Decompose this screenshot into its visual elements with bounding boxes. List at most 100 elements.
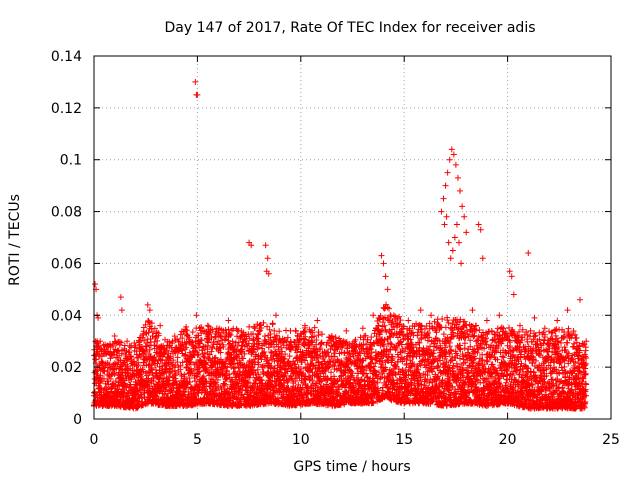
data-point — [269, 321, 276, 328]
data-point — [140, 368, 147, 375]
data-point — [189, 339, 196, 346]
data-point — [171, 372, 178, 379]
data-point — [211, 380, 218, 387]
data-point — [142, 321, 149, 328]
data-point — [245, 379, 252, 386]
data-point — [182, 341, 189, 348]
data-point — [152, 366, 159, 373]
data-point — [112, 378, 119, 385]
data-point — [195, 369, 202, 376]
data-point — [212, 354, 219, 361]
data-point — [170, 385, 177, 392]
data-point — [183, 323, 190, 330]
data-point — [201, 349, 208, 356]
data-point — [198, 337, 205, 344]
data-point — [110, 370, 117, 377]
data-point — [245, 340, 252, 347]
data-point — [152, 393, 159, 400]
data-point — [209, 326, 216, 333]
data-point — [126, 349, 133, 356]
data-point — [190, 367, 197, 374]
data-point — [213, 387, 220, 394]
data-point — [224, 375, 231, 382]
data-point — [146, 346, 153, 353]
data-point — [434, 364, 441, 371]
data-point — [208, 348, 215, 355]
data-point — [107, 375, 114, 382]
data-point — [97, 372, 104, 379]
data-point — [146, 383, 153, 390]
data-point — [210, 339, 217, 346]
data-point — [248, 390, 255, 397]
data-point — [193, 349, 200, 356]
data-point — [121, 342, 128, 349]
data-point — [197, 357, 204, 364]
data-point — [186, 359, 193, 366]
data-point — [117, 363, 124, 370]
data-points — [90, 78, 590, 412]
data-point — [168, 368, 175, 375]
data-point — [107, 344, 114, 351]
data-point — [151, 325, 158, 332]
data-point — [200, 373, 207, 380]
data-point — [241, 350, 248, 357]
data-point — [226, 331, 233, 338]
data-point — [152, 334, 159, 341]
data-point — [179, 359, 186, 366]
data-point — [196, 368, 203, 375]
data-point — [150, 375, 157, 382]
data-point — [177, 362, 184, 369]
data-point — [170, 357, 177, 364]
data-point — [177, 331, 184, 338]
grid — [94, 56, 611, 419]
data-point — [202, 359, 209, 366]
data-point — [167, 353, 174, 360]
data-point — [115, 347, 122, 354]
data-point — [141, 337, 148, 344]
data-point — [214, 341, 221, 348]
data-point — [122, 382, 129, 389]
data-point — [235, 380, 242, 387]
data-point — [470, 333, 477, 340]
data-point — [123, 383, 130, 390]
data-point — [244, 379, 251, 386]
data-point — [124, 370, 131, 377]
data-point — [197, 340, 204, 347]
data-point — [196, 344, 203, 351]
data-point — [118, 339, 125, 346]
data-point — [111, 371, 118, 378]
data-point — [140, 347, 147, 354]
data-point — [498, 324, 505, 331]
data-point — [100, 375, 107, 382]
data-point — [144, 379, 151, 386]
data-point — [221, 380, 228, 387]
data-point — [209, 362, 216, 369]
data-point — [135, 403, 142, 410]
data-point — [132, 342, 139, 349]
data-point — [145, 318, 152, 325]
data-point — [187, 358, 194, 365]
data-point — [217, 333, 224, 340]
data-point — [154, 337, 161, 344]
data-point — [189, 329, 196, 336]
data-point — [221, 381, 228, 388]
data-point — [229, 378, 236, 385]
data-point — [155, 332, 162, 339]
data-point — [199, 374, 206, 381]
data-point — [203, 366, 210, 373]
data-point — [131, 367, 138, 374]
data-point — [110, 342, 117, 349]
data-point — [439, 315, 446, 322]
data-point — [225, 326, 232, 333]
data-point — [184, 356, 191, 363]
data-point — [250, 330, 257, 337]
data-point — [137, 353, 144, 360]
data-point — [96, 375, 103, 382]
data-point — [154, 360, 161, 367]
data-point — [232, 339, 239, 346]
data-point — [240, 355, 247, 362]
data-point — [222, 327, 229, 334]
data-point — [385, 305, 392, 312]
data-point — [174, 335, 181, 342]
data-point — [227, 332, 234, 339]
